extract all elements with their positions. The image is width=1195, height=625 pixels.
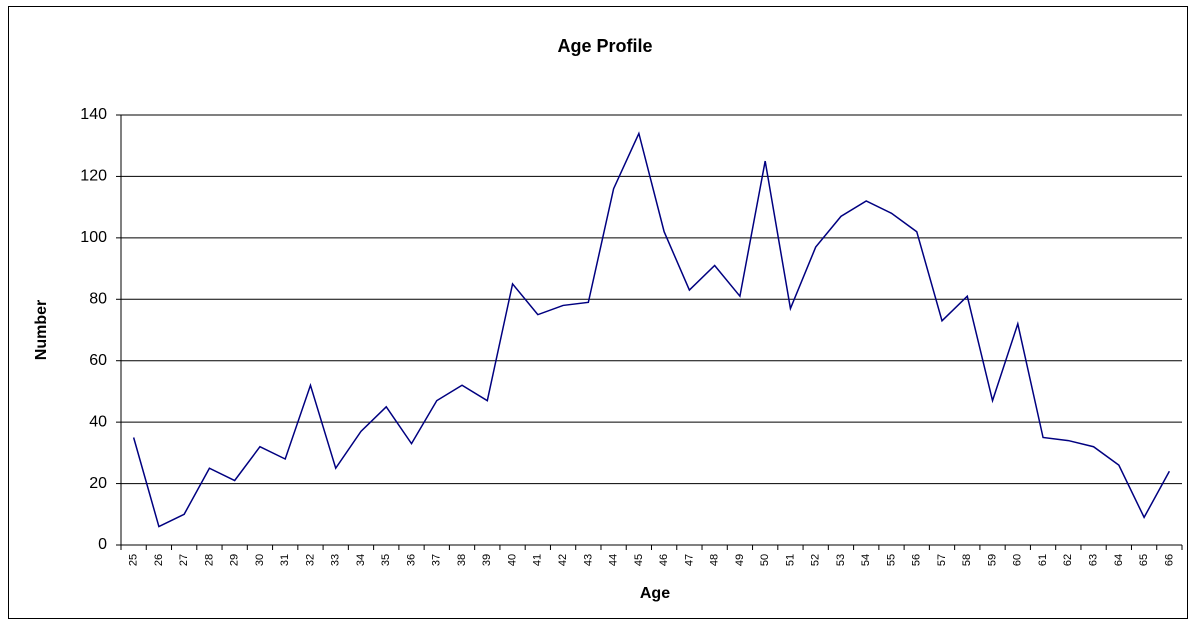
x-tick-label: 40: [506, 554, 518, 566]
x-tick-label: 32: [304, 554, 316, 566]
y-tick-label: 20: [89, 475, 107, 492]
x-tick-label: 27: [178, 554, 190, 566]
x-tick-label: 54: [860, 554, 872, 566]
x-tick-label: 47: [683, 554, 695, 566]
x-tick-label: 55: [885, 554, 897, 566]
x-tick-label: 34: [355, 554, 367, 566]
chart-border: [8, 6, 1188, 619]
y-tick-label: 120: [80, 168, 107, 185]
x-tick-label: 37: [431, 554, 443, 566]
x-tick-label: 39: [481, 554, 493, 566]
x-tick-label: 63: [1087, 554, 1099, 566]
y-tick-label: 100: [80, 229, 107, 246]
y-axis-label: Number: [33, 300, 50, 360]
x-tick-label: 36: [405, 554, 417, 566]
x-tick-label: 38: [456, 554, 468, 566]
x-tick-label: 26: [153, 554, 165, 566]
x-tick-label: 44: [608, 554, 620, 566]
x-tick-label: 66: [1163, 554, 1175, 566]
x-tick-label: 28: [203, 554, 215, 566]
x-tick-label: 43: [582, 554, 594, 566]
x-tick-label: 35: [380, 554, 392, 566]
x-tick-label: 57: [936, 554, 948, 566]
x-tick-label: 41: [532, 554, 544, 566]
x-tick-label: 60: [1012, 554, 1024, 566]
x-tick-label: 56: [911, 554, 923, 566]
x-tick-label: 25: [128, 554, 140, 566]
data-line: [132, 131, 1171, 528]
x-tick-label: 64: [1113, 554, 1125, 566]
y-tick-label: 60: [89, 352, 107, 369]
y-tick-label: 80: [89, 291, 107, 308]
x-tick-label: 52: [810, 554, 822, 566]
x-tick-label: 29: [229, 554, 241, 566]
x-tick-label: 33: [330, 554, 342, 566]
x-tick-label: 65: [1138, 554, 1150, 566]
chart-title: Age Profile: [557, 36, 652, 56]
x-tick-label: 31: [279, 554, 291, 566]
x-tick-label: 42: [557, 554, 569, 566]
x-tick-label: 30: [254, 554, 266, 566]
y-tick-label: 40: [89, 413, 107, 430]
x-tick-label: 58: [961, 554, 973, 566]
x-tick-label: 61: [1037, 554, 1049, 566]
x-tick-label: 50: [759, 554, 771, 566]
x-tick-label: 48: [709, 554, 721, 566]
x-tick-label: 59: [986, 554, 998, 566]
x-tick-label: 49: [734, 554, 746, 566]
y-tick-label: 140: [80, 106, 107, 123]
x-tick-label: 62: [1062, 554, 1074, 566]
x-tick-label: 51: [784, 554, 796, 566]
x-tick-label: 46: [658, 554, 670, 566]
x-tick-label: 45: [633, 554, 645, 566]
x-tick-label: 53: [835, 554, 847, 566]
y-tick-label: 0: [98, 536, 107, 553]
x-axis-label: Age: [640, 585, 670, 602]
